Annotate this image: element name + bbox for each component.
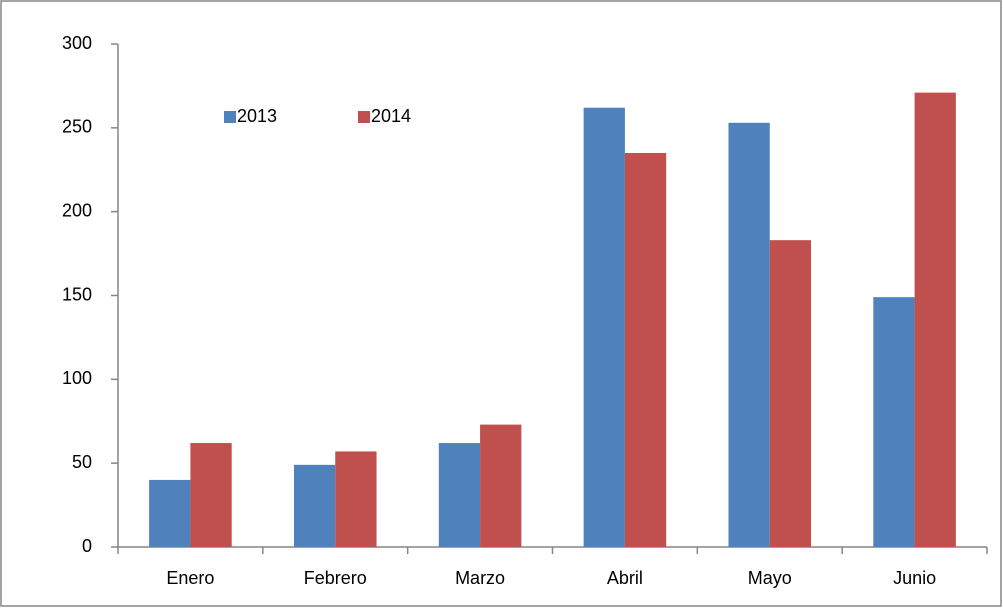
x-tick-label: Mayo bbox=[748, 568, 792, 588]
x-tick-label: Abril bbox=[607, 568, 643, 588]
y-tick-label: 300 bbox=[62, 33, 92, 53]
bar bbox=[190, 443, 232, 547]
bar bbox=[583, 107, 625, 548]
bar bbox=[728, 122, 770, 547]
x-tick-label: Enero bbox=[166, 568, 214, 588]
bar bbox=[914, 92, 956, 547]
bar bbox=[149, 479, 191, 547]
x-tick-label: Febrero bbox=[304, 568, 367, 588]
x-tick-label: Junio bbox=[893, 568, 936, 588]
legend-swatch bbox=[224, 111, 236, 123]
bar bbox=[624, 152, 667, 547]
legend-label: 2014 bbox=[371, 106, 411, 126]
x-tick-label: Marzo bbox=[455, 568, 505, 588]
y-tick-label: 200 bbox=[62, 200, 92, 220]
y-tick-label: 50 bbox=[72, 452, 92, 472]
bar bbox=[293, 464, 336, 547]
legend-label: 2013 bbox=[237, 106, 277, 126]
bar bbox=[335, 451, 377, 547]
y-tick-label: 150 bbox=[62, 284, 92, 304]
y-tick-label: 250 bbox=[62, 117, 92, 137]
bar bbox=[873, 297, 915, 547]
bar bbox=[480, 424, 522, 547]
legend-swatch bbox=[358, 111, 370, 123]
y-tick-label: 100 bbox=[62, 368, 92, 388]
bar bbox=[438, 443, 481, 547]
bar bbox=[769, 240, 812, 548]
y-tick-label: 0 bbox=[82, 536, 92, 556]
